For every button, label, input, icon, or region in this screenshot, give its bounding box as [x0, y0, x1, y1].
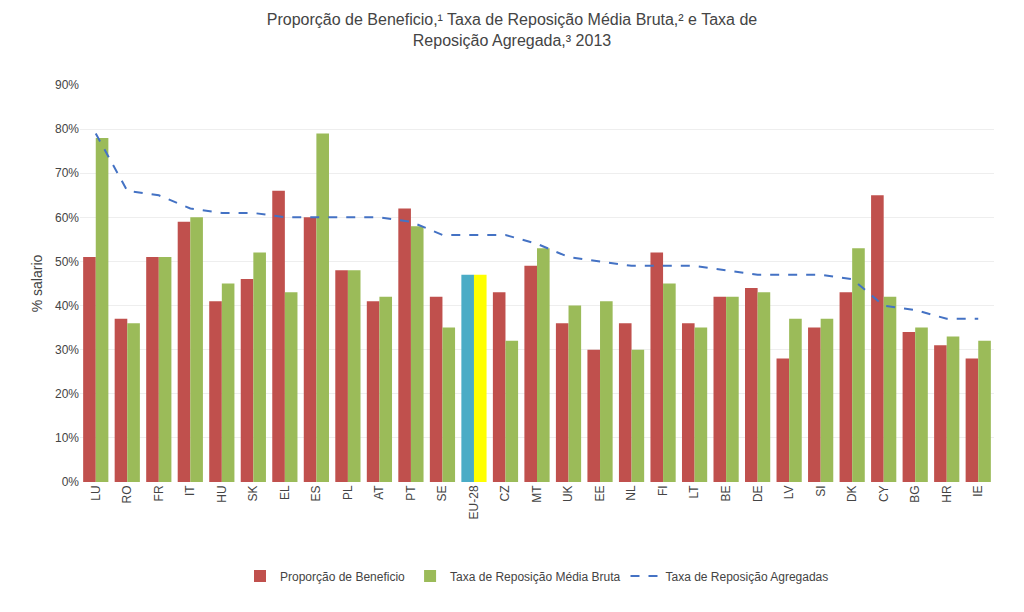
svg-text:SE: SE: [435, 485, 449, 501]
svg-text:HR: HR: [940, 485, 954, 503]
svg-text:CY: CY: [877, 485, 891, 502]
svg-text:LT: LT: [687, 485, 701, 499]
svg-text:Taxa de Reposição Média Bruta: Taxa de Reposição Média Bruta: [450, 570, 620, 584]
svg-text:70%: 70%: [55, 166, 79, 180]
svg-text:FR: FR: [152, 485, 166, 501]
svg-text:DK: DK: [845, 485, 859, 502]
svg-text:ES: ES: [309, 485, 323, 501]
svg-text:IT: IT: [183, 485, 197, 496]
svg-text:Taxa de Reposição Agregadas: Taxa de Reposição Agregadas: [665, 570, 828, 584]
svg-text:60%: 60%: [55, 211, 79, 225]
svg-text:FI: FI: [656, 485, 670, 496]
svg-text:LV: LV: [782, 485, 796, 499]
svg-text:PT: PT: [404, 485, 418, 501]
svg-text:NL: NL: [624, 485, 638, 501]
svg-text:IE: IE: [971, 485, 985, 496]
svg-text:EL: EL: [278, 485, 292, 500]
svg-text:40%: 40%: [55, 299, 79, 313]
svg-text:Proporção de Beneficio: Proporção de Beneficio: [280, 570, 405, 584]
svg-text:90%: 90%: [55, 78, 79, 92]
svg-text:% salario: % salario: [29, 255, 45, 313]
svg-text:10%: 10%: [55, 431, 79, 445]
svg-text:SI: SI: [814, 485, 828, 496]
svg-text:EU-28: EU-28: [467, 485, 481, 519]
svg-text:CZ: CZ: [498, 485, 512, 501]
svg-text:UK: UK: [561, 485, 575, 502]
svg-text:30%: 30%: [55, 343, 79, 357]
svg-text:BG: BG: [908, 485, 922, 502]
svg-text:RO: RO: [120, 485, 134, 503]
svg-text:AT: AT: [372, 485, 386, 500]
svg-text:20%: 20%: [55, 387, 79, 401]
svg-text:0%: 0%: [62, 475, 80, 489]
svg-text:PL: PL: [341, 485, 355, 500]
svg-text:80%: 80%: [55, 122, 79, 136]
svg-text:HU: HU: [215, 485, 229, 502]
svg-text:EE: EE: [593, 485, 607, 501]
svg-text:MT: MT: [530, 485, 544, 503]
svg-text:LU: LU: [89, 485, 103, 500]
svg-text:BE: BE: [719, 485, 733, 501]
svg-text:SK: SK: [246, 485, 260, 501]
svg-text:DE: DE: [751, 485, 765, 502]
svg-text:Proporção de Beneficio,¹ Taxa: Proporção de Beneficio,¹ Taxa de Reposiç…: [267, 11, 757, 49]
svg-text:50%: 50%: [55, 255, 79, 269]
